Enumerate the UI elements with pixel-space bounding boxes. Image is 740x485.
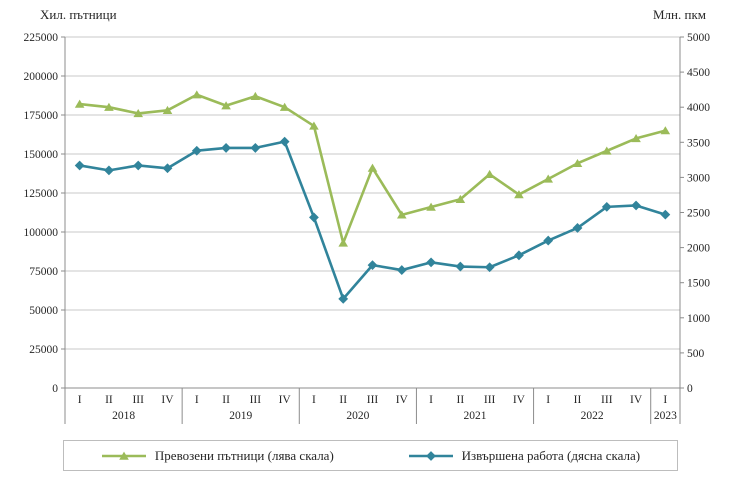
svg-text:0: 0 <box>52 383 58 395</box>
gridlines <box>61 36 684 389</box>
left-axis-title: Хил. пътници <box>40 7 117 22</box>
svg-text:IV: IV <box>396 394 409 406</box>
svg-text:2023: 2023 <box>654 410 677 422</box>
svg-text:II: II <box>457 394 465 406</box>
svg-text:50000: 50000 <box>29 305 58 317</box>
svg-text:I: I <box>546 394 550 406</box>
svg-text:2020: 2020 <box>346 410 369 422</box>
svg-text:I: I <box>312 394 316 406</box>
svg-text:I: I <box>429 394 433 406</box>
svg-text:III: III <box>367 394 379 406</box>
svg-text:175000: 175000 <box>24 110 59 122</box>
legend-label-passengers: Превозени пътници (лява скала) <box>154 447 334 463</box>
svg-text:2019: 2019 <box>229 410 252 422</box>
svg-text:150000: 150000 <box>24 149 59 161</box>
svg-text:1500: 1500 <box>687 278 710 290</box>
legend-item-work: Извършена работа (дясна скала) <box>408 448 640 464</box>
svg-text:0: 0 <box>687 383 693 395</box>
svg-text:I: I <box>195 394 199 406</box>
passengers-line-marker-icon <box>101 451 146 460</box>
svg-text:III: III <box>601 394 613 406</box>
svg-text:II: II <box>574 394 582 406</box>
svg-text:100000: 100000 <box>24 227 59 239</box>
right-axis-title: Млн. пкм <box>653 7 706 22</box>
svg-text:125000: 125000 <box>24 188 59 200</box>
svg-text:4500: 4500 <box>687 67 710 79</box>
svg-text:2021: 2021 <box>464 410 487 422</box>
legend-item-passengers: Превозени пътници (лява скала) <box>101 448 334 464</box>
work-line-marker-icon <box>408 450 453 461</box>
svg-text:3000: 3000 <box>687 172 710 184</box>
series-markers-0 <box>74 90 671 247</box>
svg-text:4000: 4000 <box>687 102 710 114</box>
svg-text:I: I <box>78 394 82 406</box>
svg-text:2018: 2018 <box>112 410 135 422</box>
axis-tick-labels: 0250005000075000100000125000150000175000… <box>24 32 711 422</box>
svg-text:IV: IV <box>513 394 526 406</box>
svg-text:25000: 25000 <box>29 344 58 356</box>
svg-text:200000: 200000 <box>24 71 59 83</box>
svg-text:IV: IV <box>279 394 292 406</box>
plot-area: 0250005000075000100000125000150000175000… <box>24 32 711 424</box>
svg-text:III: III <box>132 394 144 406</box>
svg-text:500: 500 <box>687 348 705 360</box>
svg-text:225000: 225000 <box>24 32 59 44</box>
svg-text:II: II <box>105 394 113 406</box>
svg-text:I: I <box>663 394 667 406</box>
svg-text:II: II <box>339 394 347 406</box>
svg-text:2000: 2000 <box>687 243 710 255</box>
series-markers-1 <box>74 136 671 304</box>
svg-text:III: III <box>250 394 262 406</box>
svg-text:75000: 75000 <box>29 266 58 278</box>
svg-text:II: II <box>222 394 230 406</box>
svg-text:IV: IV <box>161 394 174 406</box>
svg-text:III: III <box>484 394 496 406</box>
legend-label-work: Извършена работа (дясна скала) <box>461 447 641 463</box>
svg-text:5000: 5000 <box>687 32 710 44</box>
svg-text:3500: 3500 <box>687 137 710 149</box>
svg-text:2500: 2500 <box>687 208 710 220</box>
svg-text:2022: 2022 <box>581 410 604 422</box>
chart-legend: Превозени пътници (лява скала) Извършена… <box>63 440 678 471</box>
svg-text:IV: IV <box>630 394 643 406</box>
svg-text:1000: 1000 <box>687 313 710 325</box>
line-chart: Хил. пътници Млн. пкм 025000500007500010… <box>24 7 711 424</box>
